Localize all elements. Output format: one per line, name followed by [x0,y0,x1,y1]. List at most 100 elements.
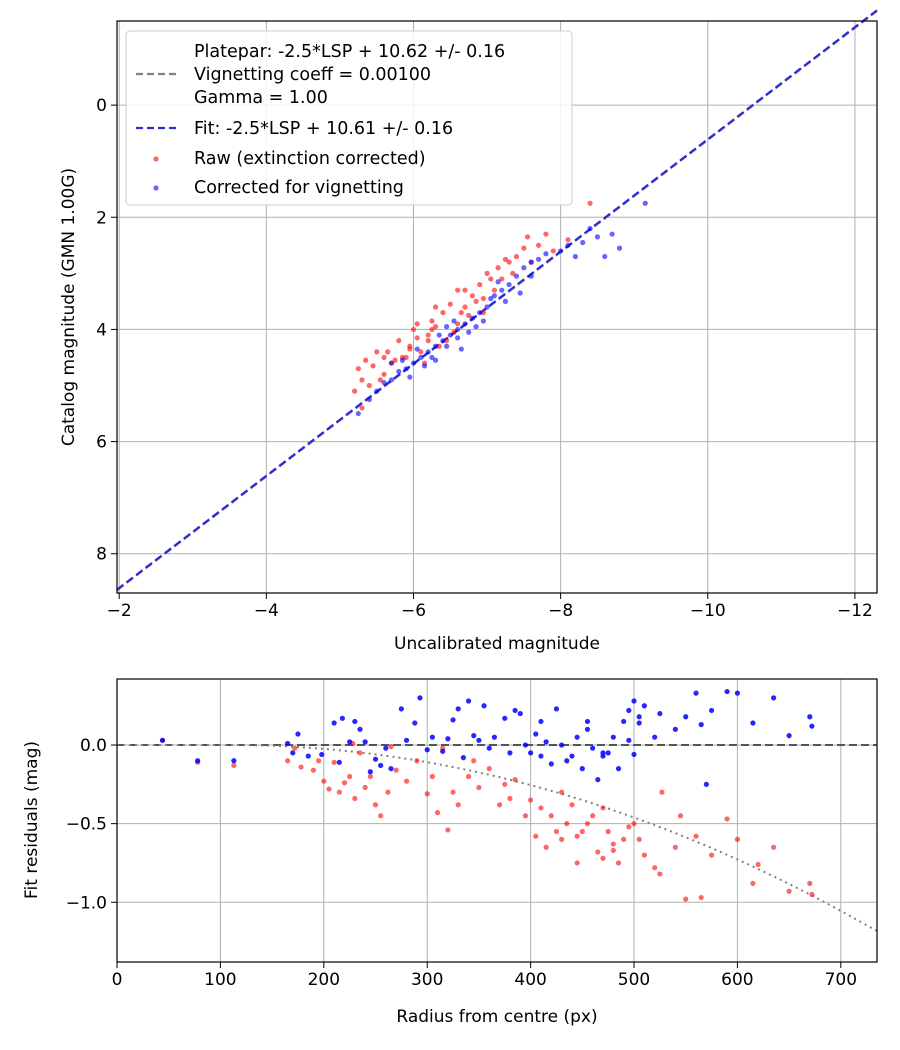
raw-point [352,388,358,394]
raw-point [414,321,420,327]
corrected-residual-point [417,695,423,701]
corrected-residual-point [471,733,477,739]
raw-residual-point [331,759,337,765]
corrected-point [444,324,450,330]
corrected-point [355,410,361,417]
corrected-residual-point [295,731,301,737]
raw-residual-point [755,861,761,868]
calibration-legend: Platepar: -2.5*LSP + 10.62 +/- 0.16 Vign… [125,30,573,206]
corrected-point [388,360,395,366]
corrected-residual-point [615,766,622,772]
corrected-residual-point [631,751,637,758]
raw-point [502,256,509,262]
raw-residual-point [429,773,435,780]
corrected-point [502,298,509,304]
raw-point [363,357,369,363]
raw-residual-point [610,847,616,853]
calibration-ticks: −2 −4 −6 −8 −10 −12 0 2 4 6 8 [96,96,873,621]
corrected-residual-point [476,737,482,743]
raw-point [473,298,479,304]
corrected-point [407,374,413,380]
raw-point [495,265,501,271]
legend-raw-label: Raw (extinction corrected) [194,149,426,169]
raw-residual-point [465,773,472,780]
raw-residual-point [403,778,410,784]
raw-residual-point [677,813,684,819]
raw-point [385,349,391,355]
corrected-point [513,273,520,279]
raw-point [535,242,542,248]
corrected-residual-point [352,718,358,725]
corrected-residual-point [610,734,616,740]
calibration-x-tick-label: −12 [837,601,873,621]
corrected-point [609,231,615,237]
raw-residual-point [476,784,482,791]
raw-residual-point [357,750,363,756]
corrected-residual-point [528,750,534,756]
corrected-residual-point [605,750,611,756]
raw-point [513,253,520,260]
corrected-point [484,304,490,310]
corrected-residual-point [383,745,389,751]
raw-residual-point [569,802,575,808]
corrected-residual-point [574,734,580,740]
corrected-residual-point [770,695,777,701]
corrected-residual-point [807,714,813,720]
raw-point [543,231,549,237]
raw-point [455,287,461,293]
residuals-y-axis-label: Fit residuals (mag) [22,741,42,899]
residuals-y-tick-label: −1.0 [66,893,107,913]
corrected-residual-point [595,777,601,783]
corrected-point [473,324,479,330]
corrected-point [410,360,417,366]
raw-residual-point [750,880,756,886]
corrected-residual-point [672,726,678,732]
corrected-residual-point [584,718,591,725]
corrected-residual-point [698,721,704,728]
raw-point [462,304,468,310]
corrected-residual-point [512,707,518,714]
corrected-point [517,290,523,296]
corrected-point [580,239,586,246]
calibration-y-tick-label: 6 [96,433,107,453]
corrected-point [421,363,428,369]
corrected-residual-point [724,688,730,695]
corrected-residual-point [533,731,539,737]
raw-point [469,293,475,299]
corrected-residual-point [481,703,487,709]
corrected-residual-point [362,739,368,745]
raw-residual-point [372,802,379,808]
raw-residual-point [615,860,622,866]
corrected-residual-point [626,737,632,743]
corrected-residual-point [424,747,430,753]
raw-point [425,332,431,338]
corrected-residual-point [450,717,456,723]
raw-point [458,310,464,316]
raw-residual-point [326,786,332,792]
raw-residual-point [584,821,591,827]
corrected-point [455,326,461,333]
corrected-point [455,335,461,341]
raw-residual-point [605,828,611,835]
corrected-point [495,279,501,285]
raw-point [484,270,490,276]
corrected-point [565,242,571,248]
corrected-point [602,253,608,260]
corrected-residual-point [285,740,291,747]
raw-residual-point [292,745,298,751]
raw-point [432,324,439,330]
corrected-residual-point [652,734,658,740]
raw-point [425,338,431,344]
corrected-point [458,346,464,352]
calibration-x-tick-label: −2 [107,601,132,621]
residuals-plot-frame [116,678,878,963]
corrected-residual-point [750,720,756,726]
raw-point [381,354,387,361]
raw-residual-point [708,852,715,858]
legend-corrected-label: Corrected for vignetting [194,178,404,198]
raw-residual-point [698,894,704,901]
corrected-residual-point [336,759,342,765]
raw-residual-point [486,766,492,772]
residuals-x-tick-label: 500 [618,970,650,990]
raw-residual-point [445,827,451,833]
